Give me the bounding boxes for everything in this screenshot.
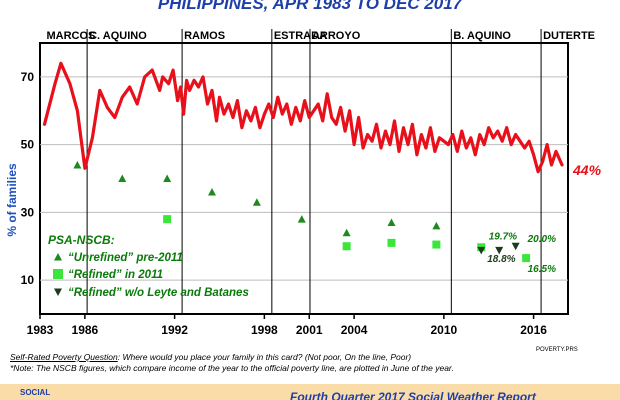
y-axis-label: % of families <box>5 163 19 237</box>
data-label: 16.5% <box>528 264 556 275</box>
refined-marker <box>387 238 396 247</box>
unrefined-marker <box>118 174 127 182</box>
x-tick-label: 2004 <box>341 323 368 337</box>
era-label: B. AQUINO <box>453 30 511 42</box>
x-tick-label: 1986 <box>72 323 99 337</box>
unrefined-marker <box>252 198 261 206</box>
x-tick-label: 2016 <box>520 323 547 337</box>
legend: PSA-NSCB: “Unrefined” pre-2011 “Refined” … <box>48 233 249 299</box>
administration-dividers <box>86 29 542 314</box>
data-label: 20.0% <box>527 234 556 245</box>
question-label: Self-Rated Poverty Question <box>10 352 118 362</box>
org-name: SOCIAL <box>20 388 51 397</box>
refined-wo-marker <box>511 242 520 251</box>
era-label: ESTRADA <box>274 30 327 42</box>
refined-marker <box>342 242 351 251</box>
data-label: 18.8% <box>487 254 515 265</box>
data-labels: 19.7% 20.0% 18.8% 16.5% <box>487 231 556 275</box>
unrefined-marker <box>432 221 441 230</box>
legend-label: “Unrefined” pre-2011 <box>68 252 183 264</box>
nscb-note: *Note: The NSCB figures, which compare i… <box>10 363 454 373</box>
legend-label: “Refined” w/o Leyte and Batanes <box>68 287 249 299</box>
era-label: MARCOS <box>46 30 95 42</box>
chart-title: PHILIPPINES, APR 1983 TO DEC 2017 <box>157 0 463 13</box>
y-tick-label: 50 <box>21 138 35 152</box>
refined-wo-marker <box>477 246 486 255</box>
legend-marker-unrefined <box>54 253 62 261</box>
x-tick-label: 2010 <box>431 323 458 337</box>
unrefined-marker <box>297 215 306 223</box>
latest-value-label: 44% <box>572 162 602 178</box>
legend-marker-refined <box>53 269 63 279</box>
era-label: RAMOS <box>184 30 225 42</box>
data-label: 19.7% <box>489 231 517 242</box>
unrefined-marker <box>342 228 351 237</box>
era-label: C. AQUINO <box>89 30 147 42</box>
question-line: Self-Rated Poverty Question: Where would… <box>10 352 615 363</box>
x-tick-label: 1998 <box>251 323 278 337</box>
footnotes: Self-Rated Poverty Question: Where would… <box>10 352 615 374</box>
x-axis-ticks: 1983 1986 1992 1998 2001 2004 2010 2016 <box>27 314 547 337</box>
unrefined-marker <box>208 188 217 196</box>
y-tick-label: 70 <box>21 70 35 84</box>
source-filename: POVERTY.PRS <box>536 347 578 353</box>
y-axis-ticks: 10 30 50 70 <box>21 70 35 287</box>
gridlines <box>40 76 568 281</box>
refined-marker <box>432 240 441 249</box>
refined-marker <box>163 215 172 224</box>
refined-marker <box>522 254 531 263</box>
x-tick-label: 2001 <box>296 323 323 337</box>
plot-frame <box>39 42 569 315</box>
y-tick-label: 30 <box>21 205 35 219</box>
unrefined-marker <box>73 160 82 169</box>
unrefined-marker <box>163 174 172 182</box>
era-label: ARROYO <box>312 30 361 42</box>
era-label: DUTERTE <box>543 30 595 42</box>
x-tick-label: 1983 <box>27 323 54 337</box>
series-group <box>42 61 564 263</box>
legend-title: PSA-NSCB: <box>48 233 115 247</box>
refined-wo-marker <box>495 246 504 255</box>
legend-label: “Refined” in 2011 <box>68 269 163 281</box>
question-text: : Where would you place your family in t… <box>117 352 412 362</box>
legend-marker-refined-wo <box>54 288 62 296</box>
self-rated-poverty-line <box>42 61 564 174</box>
y-tick-label: 10 <box>21 273 35 287</box>
report-title: Fourth Quarter 2017 Social Weather Repor… <box>290 390 536 400</box>
unrefined-marker <box>387 218 396 227</box>
footer-bar: SOCIAL Fourth Quarter 2017 Social Weathe… <box>0 384 620 400</box>
x-tick-label: 1992 <box>161 323 188 337</box>
